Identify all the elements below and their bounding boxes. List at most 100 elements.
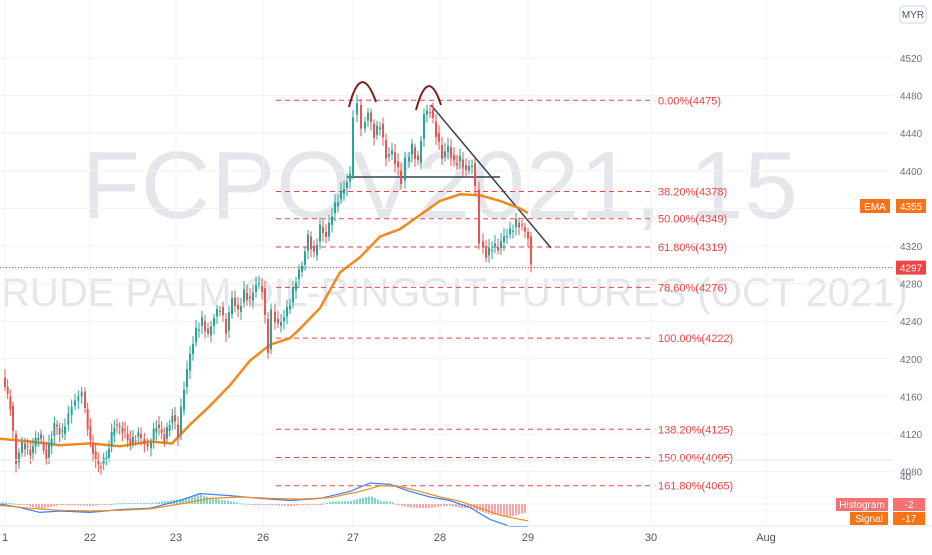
- candle-body: [264, 288, 266, 316]
- histogram-bar: [80, 504, 82, 506]
- candle-body: [48, 442, 50, 458]
- histogram-bar: [95, 504, 97, 506]
- macd-line: [0, 482, 528, 528]
- candle-body: [137, 431, 140, 438]
- candle-body: [349, 173, 351, 182]
- histogram-bar: [467, 504, 469, 508]
- ema-path: [0, 193, 529, 448]
- histogram-bar: [440, 504, 442, 507]
- trendline[interactable]: [430, 104, 552, 249]
- histogram-bar: [74, 504, 76, 506]
- candle-body: [70, 406, 73, 416]
- candle-body: [246, 293, 248, 300]
- histogram-bar: [209, 497, 211, 504]
- candle-body: [491, 249, 493, 251]
- time-tick-label: 29: [522, 532, 534, 544]
- double-top-arc-left[interactable]: [348, 81, 377, 108]
- candle-body: [195, 327, 197, 343]
- histogram-bar: [404, 504, 406, 507]
- candle-body: [316, 244, 318, 256]
- candle-body: [228, 312, 230, 331]
- histogram-bar: [134, 503, 136, 505]
- candle-body: [485, 248, 487, 258]
- candle-body: [319, 224, 321, 242]
- candle-body: [394, 152, 396, 165]
- candle-body: [497, 246, 499, 251]
- candle-body: [225, 318, 227, 334]
- histogram-bar: [317, 504, 319, 505]
- histogram-bar: [263, 504, 265, 505]
- histogram-bar: [413, 504, 415, 508]
- candle-body: [53, 423, 56, 436]
- histogram-bar: [119, 503, 121, 505]
- candle-body: [74, 400, 76, 406]
- histogram-bar: [503, 504, 505, 516]
- histogram-bar: [92, 504, 94, 506]
- price-tick-label: 4280: [900, 280, 923, 291]
- candle-body: [313, 246, 315, 252]
- candle-body: [301, 265, 303, 272]
- histogram-bar: [50, 504, 52, 507]
- histogram-bar: [356, 499, 358, 504]
- price-tick-label: 4520: [900, 54, 923, 65]
- fib-level-label: 78.60%(4276): [658, 282, 727, 294]
- price-tick-label: 4080: [900, 468, 923, 479]
- histogram-bar: [293, 504, 295, 506]
- histogram-bar: [86, 504, 88, 506]
- histogram-bar: [101, 504, 103, 505]
- histogram-bar: [158, 501, 160, 504]
- histogram-bar: [341, 501, 343, 504]
- time-axis[interactable]: 1 22 23 26 27 28 29 30 Aug: [2, 532, 776, 544]
- histogram-bar: [299, 504, 301, 506]
- candle-body: [432, 109, 434, 118]
- candle-body: [325, 231, 327, 238]
- histogram-bar: [290, 504, 292, 507]
- candle-body: [527, 231, 529, 239]
- histogram-bar: [122, 503, 124, 505]
- candle-body: [340, 190, 342, 199]
- candle-body: [376, 125, 378, 136]
- histogram-bar: [431, 504, 433, 508]
- candle-body: [388, 154, 390, 157]
- candle-body: [42, 441, 45, 451]
- candle-body: [379, 127, 381, 130]
- histogram-bar: [398, 504, 400, 506]
- candle-body: [243, 289, 245, 303]
- double-top-arc-right[interactable]: [415, 85, 442, 111]
- candle-body: [94, 451, 97, 460]
- histogram-bar: [14, 503, 16, 505]
- histogram-bar: [161, 501, 163, 504]
- candle-body: [331, 216, 333, 225]
- candle-body: [373, 123, 375, 139]
- candle-body: [86, 408, 89, 430]
- histogram-bar: [113, 503, 115, 505]
- histogram-bar: [428, 504, 430, 508]
- histogram-bar: [5, 502, 7, 504]
- candle-body: [140, 434, 142, 439]
- candle-body: [12, 405, 14, 432]
- candle-body: [124, 429, 126, 431]
- candle-body: [163, 434, 166, 443]
- candle-body: [21, 441, 23, 453]
- fib-retracement[interactable]: 0.00%(4475) 38.20%(4378) 50.00%(4349) 61.80…: [276, 95, 733, 493]
- candle-body: [34, 437, 37, 447]
- time-tick-label: 26: [257, 532, 269, 544]
- candle-body: [441, 144, 443, 159]
- histogram-bar: [515, 504, 517, 516]
- histogram-bar: [38, 504, 40, 509]
- candle-body: [118, 426, 121, 428]
- histogram-bar: [362, 497, 364, 504]
- candle-body: [465, 165, 467, 171]
- candle-body: [453, 155, 455, 160]
- histogram-bar: [227, 500, 229, 504]
- histogram-bar: [104, 504, 106, 505]
- candle-body: [102, 457, 105, 464]
- currency-badge[interactable]: MYR: [899, 5, 927, 24]
- candle-body: [201, 317, 203, 326]
- histogram-bar: [56, 504, 58, 506]
- candle-body: [304, 251, 306, 265]
- histogram-bar: [182, 498, 184, 504]
- histogram-bar: [326, 502, 328, 504]
- histogram-bar: [59, 504, 61, 506]
